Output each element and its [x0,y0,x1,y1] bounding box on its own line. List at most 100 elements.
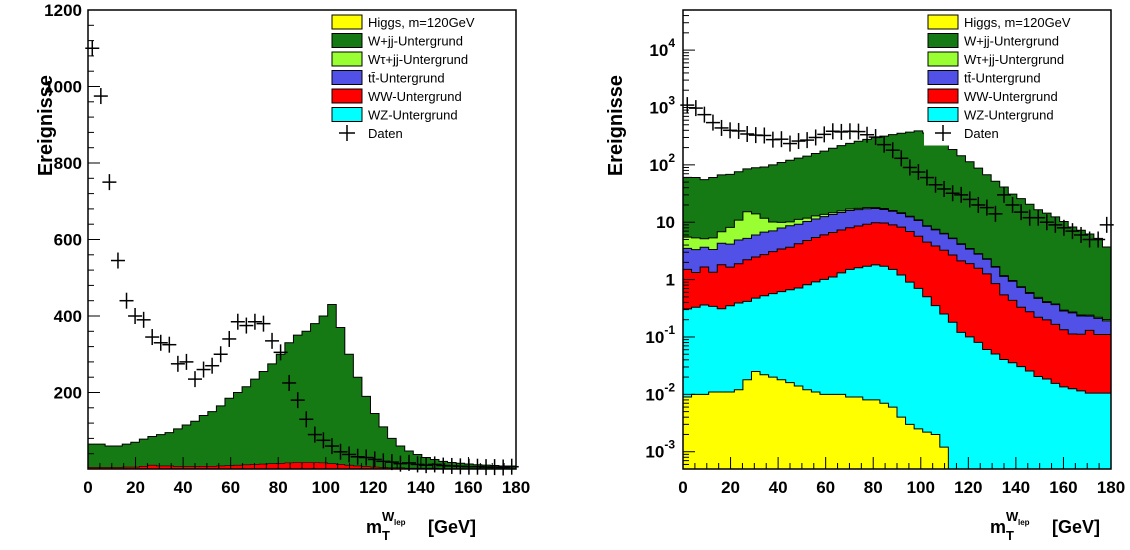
left-legend-swatch [331,14,363,30]
left-data-point [230,313,245,330]
right-y-axis-label: Ereignisse [605,75,627,176]
right-legend-item: tt̄-Untergrund [927,70,1041,86]
right-data-point [1091,231,1106,248]
left-legend-swatch [331,70,363,85]
right-x-tick-label: 140 [1002,478,1030,497]
left-legend-label: WW-Untergrund [368,89,462,104]
left-y-tick-label: 400 [54,307,82,326]
right-legend-label: Daten [964,126,999,141]
left-data-point [205,357,220,374]
left-x-axis-label-main: m [366,517,382,537]
left-data-point [307,426,322,443]
right-x-axis-label-supsub: lep [1018,518,1030,527]
left-y-tick-label: 800 [54,154,82,173]
left-legend-swatch [331,51,363,67]
left-data-point [299,411,314,428]
left-x-tick-label: 140 [407,478,435,497]
left-y-tick-label: 600 [54,231,82,250]
right-data-point [740,125,755,142]
right-data-point [928,176,943,193]
right-legend-item: Daten [935,125,999,141]
right-legend-swatch [927,70,959,85]
left-legend-item: Daten [339,125,403,141]
right-x-tick-label: 40 [769,478,788,497]
left-legend-label: Daten [368,126,403,141]
right-legend-item: Higgs, m=120GeV [927,14,1071,30]
right-data-point [937,180,952,197]
left-data-point [333,443,348,460]
right-legend-swatch [927,107,959,122]
left-data-point [119,292,134,309]
left-x-axis-label-sup: W [382,509,395,524]
right-x-tick-label: 80 [864,478,883,497]
right-legend-label: W+jj-Untergrund [964,34,1059,49]
right-data-point [688,100,703,117]
left-data-point [162,336,177,353]
right-legend-swatch [927,88,959,104]
right-legend-item: WW-Untergrund [927,88,1058,104]
right-x-tick-label: 160 [1049,478,1077,497]
right-y-tick-label: 1 [666,271,675,290]
right-data-point [757,127,772,144]
right-data-point [1014,204,1029,221]
right-data-point [868,129,883,146]
left-legend-item: Higgs, m=120GeV [331,14,475,30]
left-data-point [93,88,108,105]
right-data-point [783,135,797,152]
right-legend-swatch [927,51,959,67]
left-legend-label: tt̄-Untergrund [368,71,445,86]
right-data-point [851,123,866,140]
right-data-point [1005,196,1020,213]
left-legend-item: Wτ+jj-Untergrund [331,51,468,67]
right-data-point [1031,209,1046,226]
left-stack-wjj-area [87,304,517,470]
left-legend-item: W+jj-Untergrund [331,33,463,49]
right-y-tick-label: 102 [649,151,675,175]
right-x-tick-label: 180 [1097,478,1125,497]
right-data-point [731,122,746,139]
left-legend-label: Wτ+jj-Untergrund [368,52,468,67]
right-data-point [1065,223,1080,240]
right-data-point [1048,216,1063,233]
right-data-point [800,132,815,149]
left-data-point [188,371,202,388]
right-data-point [945,185,960,202]
left-x-tick-label: 160 [454,478,482,497]
left-data-point [282,374,297,391]
left-legend-swatch [331,88,363,104]
left-legend-label: W+jj-Untergrund [368,34,463,49]
right-data-point [919,169,934,186]
left-y-tick-label: 1200 [44,1,82,20]
right-x-axis-label-main: m [990,517,1006,537]
left-data-point [222,330,237,347]
left-y-tick-label: 200 [54,384,82,403]
right-data-point [911,164,926,181]
right-y-tick-label: 10-2 [645,380,675,404]
left-x-tick-label: 40 [174,478,193,497]
right-data-point [1056,219,1071,236]
right-legend-swatch [927,14,959,30]
left-histogram-panel: 0 20 40 60 80 100 120 140 160 180 200 400 600 800 1000… [35,1,530,543]
left-legend-swatch [331,107,363,122]
left-data-point [290,392,305,409]
right-data-point [697,106,712,123]
right-y-tick-label: 103 [649,93,675,117]
right-legend-label: WZ-Untergrund [964,108,1054,123]
left-legend-item: WW-Untergrund [331,88,462,104]
right-data-point [954,186,969,203]
right-legend-item: WZ-Untergrund [927,107,1054,123]
right-x-tick-label: 0 [678,478,687,497]
right-y-tick-label: 10-1 [645,323,675,347]
right-data-point [774,131,789,148]
left-data-point [376,453,391,470]
left-data-point [153,334,168,351]
right-histogram-panel: 0 20 40 60 80 100 120 140 160 180 10-3 10-2 10-1 1 10 1… [605,9,1125,543]
right-data-point [997,186,1011,203]
right-data-point [791,133,806,150]
right-x-tick-label: 120 [954,478,982,497]
right-legend-label: Wτ+jj-Untergrund [964,52,1064,67]
right-data-point [894,150,909,167]
left-data-point [170,355,185,372]
right-data-point [808,129,823,146]
left-data-point [110,252,125,269]
